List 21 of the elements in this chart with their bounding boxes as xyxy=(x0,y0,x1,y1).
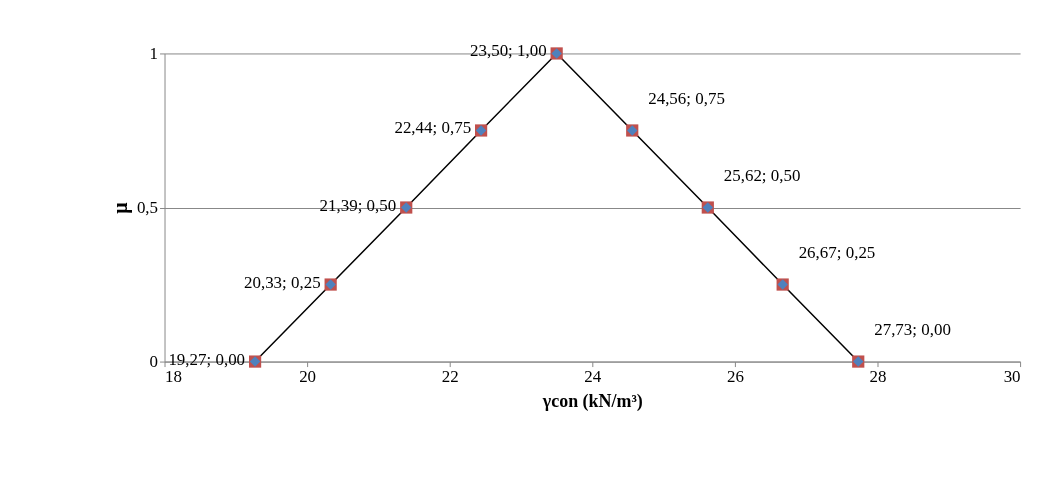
x-tick-label: 30 xyxy=(1003,367,1021,387)
x-tick-label: 26 xyxy=(726,367,744,387)
y-axis-title: μ xyxy=(108,201,132,214)
data-label: 22,44; 0,75 xyxy=(394,118,472,138)
data-label: 21,39; 0,50 xyxy=(319,195,397,215)
x-tick-label: 24 xyxy=(584,367,602,387)
data-label: 24,56; 0,75 xyxy=(648,88,725,108)
y-tick-label: 0,5 xyxy=(136,197,159,217)
data-label: 20,33; 0,25 xyxy=(243,272,321,292)
data-label: 26,67; 0,25 xyxy=(798,242,876,262)
x-tick-label: 22 xyxy=(441,367,459,387)
y-tick-label: 0 xyxy=(149,352,159,372)
data-label: 23,50; 1,00 xyxy=(469,41,547,61)
x-tick-label: 18 xyxy=(165,367,182,387)
x-tick-label: 20 xyxy=(299,367,317,387)
y-tick-label: 1 xyxy=(149,43,159,63)
data-label: 19,27; 0,00 xyxy=(168,349,246,369)
data-label: 27,73; 0,00 xyxy=(874,319,951,339)
x-tick-label: 28 xyxy=(869,367,887,387)
x-axis-title: γcon (kN/m³) xyxy=(541,390,643,412)
data-label: 25,62; 0,50 xyxy=(723,165,801,185)
